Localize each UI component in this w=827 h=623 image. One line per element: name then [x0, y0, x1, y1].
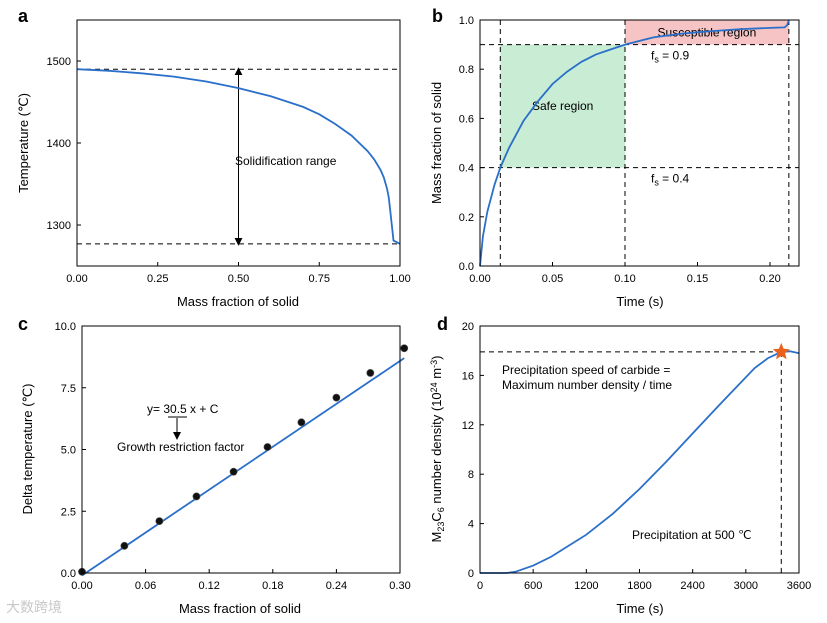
- fit-equation: y= 30.5 x + C: [147, 402, 219, 416]
- max-density-star-marker: [772, 342, 790, 360]
- panel-c-xtick-label: 0.24: [326, 580, 347, 592]
- panel-b-ytick-label: 0.8: [459, 64, 474, 76]
- panel-b-xtick-label: 0.20: [759, 273, 780, 285]
- panel-a-xlabel: Mass fraction of solid: [177, 294, 299, 309]
- panel-a-xtick-label: 1.00: [389, 273, 410, 285]
- data-point: [192, 492, 201, 501]
- panel-a-ylabel: Temperature (℃): [16, 93, 31, 193]
- panel-c-ytick-label: 10.0: [55, 321, 76, 333]
- panel-a-label: a: [18, 6, 29, 26]
- panel-c-label: c: [18, 314, 28, 334]
- panel-b-ytick-label: 0.0: [459, 261, 474, 273]
- fs-0.9-label: fs = 0.9: [651, 49, 690, 65]
- panel-c-ytick-label: 7.5: [61, 383, 76, 395]
- panel-d-ytick-label: 12: [462, 420, 474, 432]
- panel-d-xtick-label: 3600: [787, 580, 811, 592]
- panel-d-ytick-label: 0: [468, 568, 474, 580]
- panel-c-ytick-label: 0.0: [61, 568, 76, 580]
- panel-a-xtick-label: 0.00: [66, 273, 87, 285]
- panel-c-ylabel: Delta temperature (℃): [20, 384, 35, 515]
- panel-c-xtick-label: 0.18: [262, 580, 283, 592]
- panel-d-xtick-label: 0: [477, 580, 483, 592]
- panel-d: d 0 600 1200 1800 2400 3000 3600 0 4 8 12 16 20 Prec…: [429, 314, 811, 616]
- panel-b-xtick-label: 0.15: [687, 273, 708, 285]
- precipitation-temperature-label: Precipitation at 500 ℃: [632, 528, 752, 542]
- fit-line: [81, 357, 405, 577]
- panel-c-xtick-label: 0.06: [135, 580, 156, 592]
- solidification-range-label: Solidification range: [235, 154, 337, 168]
- panel-b-ytick-label: 0.4: [459, 163, 474, 175]
- data-point: [229, 467, 238, 476]
- growth-restriction-label: Growth restriction factor: [117, 440, 244, 454]
- safe-region-label: Safe region: [532, 99, 593, 113]
- panel-d-xtick-label: 2400: [680, 580, 704, 592]
- watermark-text: 大数跨境: [6, 600, 62, 616]
- data-point: [366, 369, 375, 377]
- panel-d-xtick-label: 3000: [734, 580, 758, 592]
- panel-d-xtick-label: 1200: [574, 580, 598, 592]
- data-point: [263, 443, 272, 451]
- panel-c: c 0.00 0.06 0.12 0.18 0.24 0.30 0.0 2.5 5.0 7.5 10…: [18, 314, 411, 616]
- panel-b-xtick-label: 0.10: [614, 273, 635, 285]
- panel-d-xtick-label: 1800: [627, 580, 651, 592]
- panel-b-xtick-label: 0.05: [542, 273, 563, 285]
- panel-d-xtick-label: 600: [524, 580, 542, 592]
- panel-b-xlabel: Time (s): [616, 294, 663, 309]
- panel-c-ytick-label: 2.5: [61, 506, 76, 518]
- panel-b-ytick-label: 1.0: [459, 15, 474, 27]
- panel-b-frame: [479, 19, 800, 267]
- panel-b-ylabel: Mass fraction of solid: [429, 82, 444, 204]
- fs-0.4-label: fs = 0.4: [651, 172, 690, 188]
- number-density-curve: [480, 350, 800, 574]
- panel-d-xlabel: Time (s): [616, 601, 663, 616]
- data-point: [155, 517, 164, 526]
- panel-c-ytick-label: 5.0: [61, 445, 76, 457]
- panel-d-ytick-label: 20: [462, 321, 474, 333]
- safe-region: [500, 44, 625, 168]
- panel-d-ytick-label: 16: [462, 370, 474, 382]
- panel-c-xtick-label: 0.12: [198, 580, 219, 592]
- panel-d-frame: [479, 325, 800, 574]
- panel-b: b Safe region Susceptible region fs = 0.…: [429, 6, 800, 309]
- panel-d-label: d: [437, 314, 448, 334]
- panel-a-xtick-label: 0.50: [228, 273, 249, 285]
- panel-a-ytick-label: 1300: [47, 220, 71, 232]
- panel-c-xtick-label: 0.00: [71, 580, 92, 592]
- panel-c-frame: [81, 325, 401, 574]
- panel-b-ytick-label: 0.2: [459, 212, 474, 224]
- panel-b-ytick-label: 0.6: [459, 113, 474, 125]
- precipitation-speed-text-2: Maximum number density / time: [502, 378, 672, 392]
- panel-b-label: b: [432, 6, 443, 26]
- panel-a-ytick-label: 1500: [47, 56, 71, 68]
- data-point: [120, 541, 129, 550]
- panel-d-ytick-label: 4: [468, 519, 474, 531]
- panel-d-ylabel: M23C6 number density (1024 m-3): [429, 356, 446, 543]
- panel-c-xlabel: Mass fraction of solid: [179, 601, 301, 616]
- panel-b-xtick-label: 0.00: [469, 273, 490, 285]
- precipitation-speed-text-1: Precipitation speed of carbide =: [502, 363, 670, 377]
- data-point: [400, 344, 409, 353]
- panel-a: a 0.00 0.25 0.50 0.75 1.00 1300 1400 1500 Solid…: [16, 6, 411, 309]
- panel-c-xtick-label: 0.30: [389, 580, 410, 592]
- panel-a-xtick-label: 0.25: [147, 273, 168, 285]
- solid-fraction-curve: [479, 19, 790, 267]
- data-point: [332, 393, 341, 402]
- solidification-curve: [76, 68, 401, 245]
- panel-a-ytick-label: 1400: [47, 138, 71, 150]
- panel-d-ytick-label: 8: [468, 469, 474, 481]
- panel-a-frame: [76, 19, 401, 267]
- panel-a-xtick-label: 0.75: [309, 273, 330, 285]
- data-point: [297, 418, 306, 427]
